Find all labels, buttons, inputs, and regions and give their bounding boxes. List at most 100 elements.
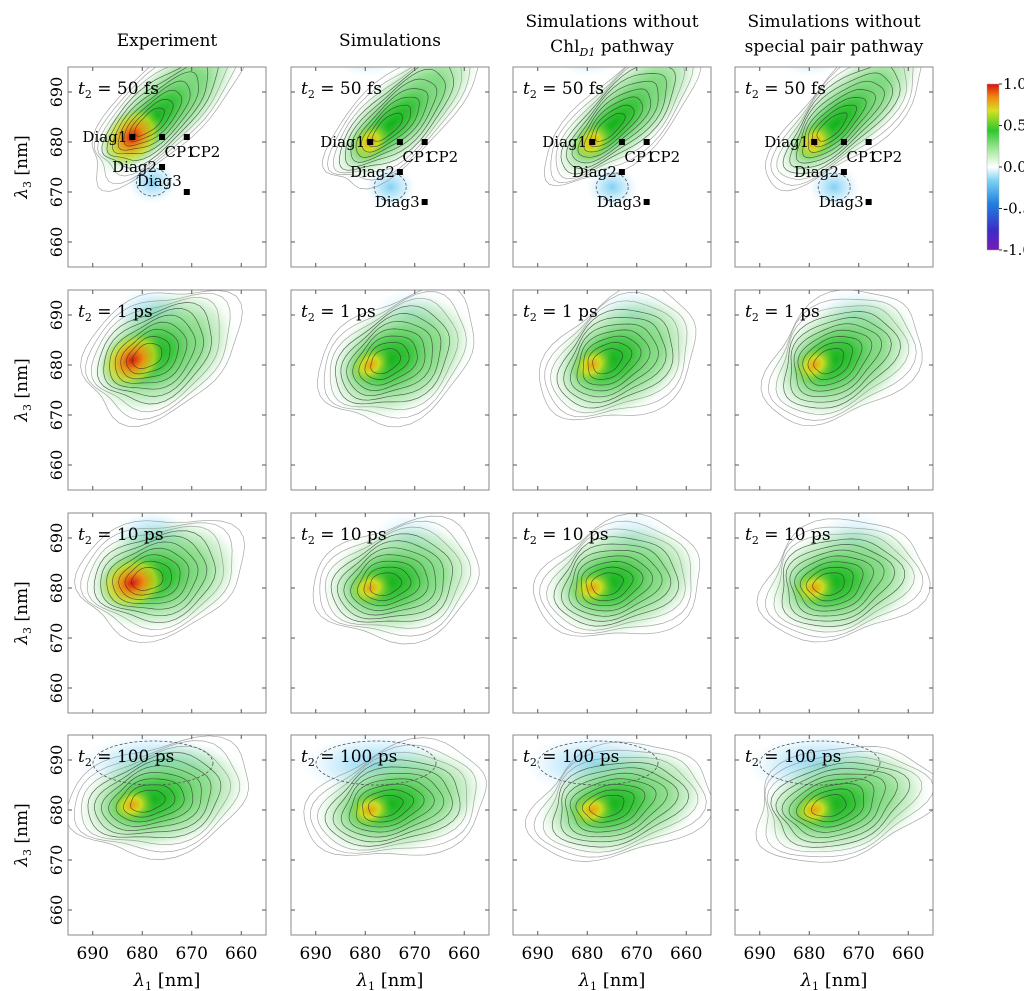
contour-line bbox=[776, 67, 907, 180]
contour-line bbox=[80, 290, 243, 427]
contour-line bbox=[114, 321, 188, 384]
panel-r3-c3: t2 = 10 ps bbox=[512, 512, 712, 714]
spectrum-map bbox=[312, 513, 480, 645]
marker-diag2 bbox=[159, 164, 166, 170]
x-tick-label: 680 bbox=[349, 944, 381, 964]
contour-line bbox=[367, 794, 404, 818]
contour-line bbox=[100, 765, 202, 831]
contour-line bbox=[68, 735, 249, 860]
peak-core bbox=[569, 791, 616, 829]
contour-line bbox=[796, 783, 865, 828]
contour-line bbox=[316, 751, 468, 851]
contour-line bbox=[790, 317, 892, 403]
axes-frame bbox=[67, 66, 267, 268]
spectrum-map bbox=[80, 290, 243, 427]
contour-line bbox=[115, 778, 185, 823]
peak-core bbox=[348, 345, 393, 385]
contour-line bbox=[816, 112, 848, 142]
axes-frame bbox=[512, 512, 712, 714]
y-tick-label: 680 bbox=[47, 127, 66, 158]
colorbar-tick-label: 0.0 bbox=[1003, 158, 1024, 176]
marker-label: Diag2 bbox=[572, 163, 617, 181]
marker-diag1 bbox=[589, 139, 596, 145]
negative-region bbox=[105, 67, 150, 72]
x-tick-label: 690 bbox=[522, 944, 554, 964]
x-tick-label: 670 bbox=[399, 944, 431, 964]
x-tick-label: 660 bbox=[225, 944, 257, 964]
y-axis-label: λ3 [nm] bbox=[12, 358, 34, 423]
x-axis-label: λ1 [nm] bbox=[133, 970, 201, 991]
contour-line bbox=[542, 757, 699, 853]
colorbar-tick-label: -0.5 bbox=[1003, 200, 1024, 218]
spectrum-map bbox=[301, 735, 487, 857]
t2-label: t2 = 100 ps bbox=[301, 747, 397, 769]
contour-line bbox=[789, 72, 894, 169]
t2-label: t2 = 10 ps bbox=[301, 525, 387, 547]
peak-core bbox=[792, 345, 837, 385]
spectrum-map bbox=[756, 513, 931, 643]
contour-line bbox=[372, 112, 403, 142]
y-tick-label: 680 bbox=[47, 795, 66, 826]
contour-line bbox=[575, 784, 646, 828]
axes-frame bbox=[67, 734, 267, 936]
column-title: Simulations without bbox=[747, 12, 920, 32]
x-axis-label: λ1 [nm] bbox=[356, 970, 424, 991]
t2-label: t2 = 1 ps bbox=[745, 302, 820, 324]
t2-label: t2 = 10 ps bbox=[523, 525, 609, 547]
y-tick-label: 670 bbox=[47, 845, 66, 876]
marker-cp2 bbox=[183, 134, 190, 140]
contour-line bbox=[571, 80, 659, 164]
column-title: special pair pathway bbox=[745, 37, 924, 57]
contour-line bbox=[100, 535, 208, 617]
figure-labels: Experiment Simulations Simulations without… bbox=[117, 12, 924, 59]
marker-cp1 bbox=[159, 134, 166, 140]
y-tick-label: 670 bbox=[47, 623, 66, 654]
marker-label: Diag1 bbox=[764, 133, 809, 151]
y-tick-label: 690 bbox=[47, 300, 66, 331]
x-tick-label: 690 bbox=[300, 944, 332, 964]
y-axis-label: λ3 [nm] bbox=[12, 581, 34, 646]
contour-line bbox=[544, 291, 688, 418]
contour-line bbox=[575, 555, 654, 612]
contour-line bbox=[551, 762, 690, 848]
marker-diag3 bbox=[643, 199, 650, 205]
contour-line bbox=[350, 78, 438, 163]
negative-region bbox=[557, 67, 617, 77]
y-axis-label: λ3 [nm] bbox=[12, 803, 34, 868]
colorbar-tick-label: 1.0 bbox=[1003, 75, 1024, 93]
contour-line bbox=[550, 67, 694, 184]
contour-line bbox=[768, 298, 917, 421]
contour-line bbox=[361, 96, 420, 153]
contour-line bbox=[340, 773, 445, 838]
marker-cp1 bbox=[396, 139, 403, 145]
contour-line bbox=[539, 520, 692, 635]
contour-line bbox=[765, 526, 924, 638]
axes-frame bbox=[512, 66, 712, 268]
spectrum-map bbox=[74, 513, 245, 644]
panel-r4-c2: t2 = 100 ps 690 680 670 660 λ1 [nm] bbox=[290, 734, 490, 991]
contour-line bbox=[97, 67, 228, 177]
negative-contour bbox=[373, 172, 407, 202]
contour-line bbox=[532, 513, 701, 637]
panel-r4-c4: t2 = 100 ps 690 680 670 660 λ1 [nm] bbox=[734, 734, 934, 991]
contour-line bbox=[103, 308, 204, 397]
panel-r2-c4: t2 = 1 ps bbox=[734, 289, 934, 491]
contour-line bbox=[803, 788, 856, 823]
marker-label: Diag2 bbox=[794, 163, 839, 181]
contour-line bbox=[123, 89, 183, 147]
t2-label: t2 = 1 ps bbox=[78, 302, 153, 324]
marker-cp2 bbox=[643, 139, 650, 145]
peak-core bbox=[109, 786, 156, 824]
contour-line bbox=[589, 104, 635, 148]
contour-line bbox=[546, 528, 686, 631]
axes-frame bbox=[512, 734, 712, 936]
contour-line bbox=[312, 515, 480, 645]
contour-line bbox=[106, 541, 199, 610]
contour-line bbox=[74, 519, 245, 644]
marker-label: CP2 bbox=[871, 148, 902, 166]
y-tick-label: 680 bbox=[47, 573, 66, 604]
contour-line bbox=[370, 348, 402, 375]
contour-line bbox=[130, 567, 164, 591]
